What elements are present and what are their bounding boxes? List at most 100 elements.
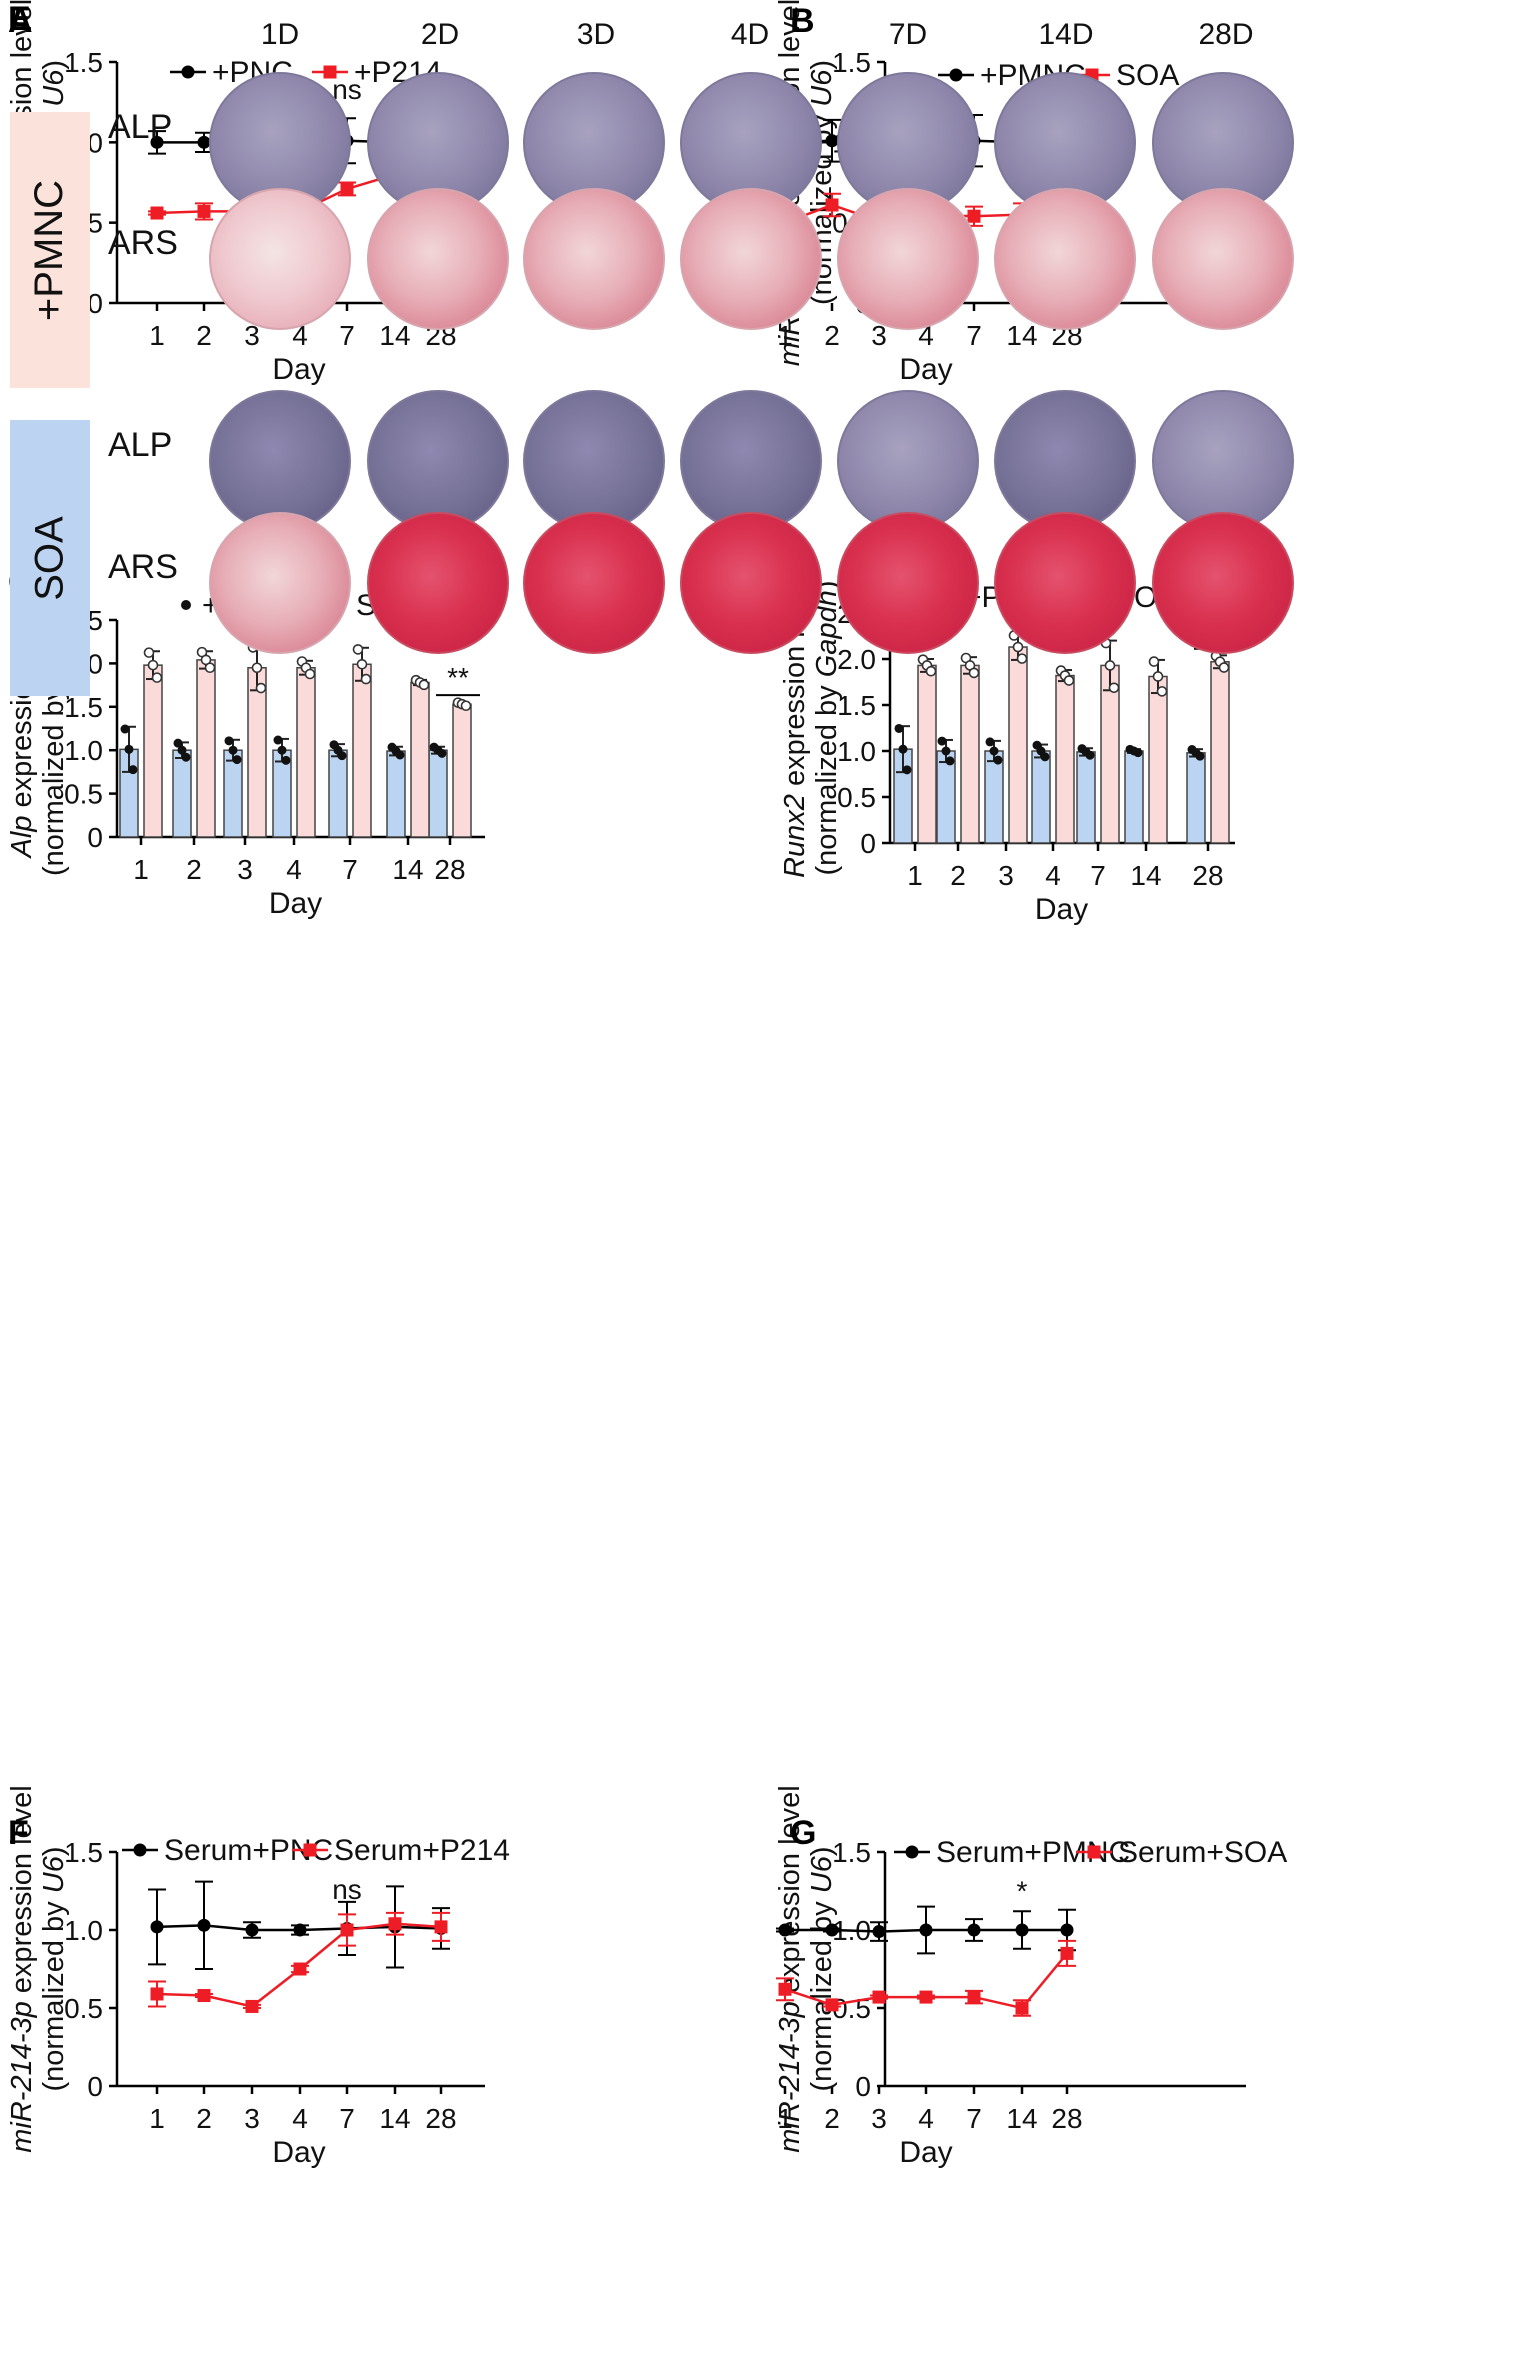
chart-d-replicate-dot xyxy=(1156,686,1168,697)
chart-g-ytick-label: 0 xyxy=(855,2071,871,2102)
chart-c-replicate-dot xyxy=(304,668,316,680)
dish-soa-ars-14d xyxy=(994,512,1136,654)
chart-c-replicate-dot xyxy=(273,735,283,745)
chart-c-legend-marker xyxy=(181,600,191,610)
row-label-soa-alp: ALP xyxy=(108,426,173,464)
chart-a-xlabel: Day xyxy=(272,353,325,386)
chart-c-replicate-dot xyxy=(147,659,159,671)
chart-g-point xyxy=(778,1923,792,1937)
chart-a-ytick-label: 1.5 xyxy=(64,47,103,78)
panel-a-label: A xyxy=(8,2,33,40)
chart-c-replicate-dot xyxy=(128,765,138,775)
chart-c-replicate-dot xyxy=(277,745,287,755)
chart-g-point xyxy=(825,1923,839,1937)
chart-f-ytick-label: 0 xyxy=(87,2071,103,2102)
chart-c-replicate-dot xyxy=(255,682,267,694)
panel-b-label: B xyxy=(790,2,815,40)
chart-c-bar xyxy=(196,659,216,838)
chart-f-xlabel: Day xyxy=(272,2136,325,2169)
chart-c-bar xyxy=(452,703,472,838)
chart-c-replicate-dot xyxy=(437,748,447,758)
chart-b-xtick-label: 1 xyxy=(777,320,793,351)
chart-d-xtick-label: 7 xyxy=(1090,860,1106,891)
dish-pmnc-ars-4d xyxy=(680,188,822,330)
chart-b-xtick-label: 7 xyxy=(966,320,982,351)
chart-g-ylabel-normalized: (normalized by U6) xyxy=(806,1847,838,2092)
dish-soa-alp-3d xyxy=(523,390,665,532)
chart-d-replicate-dot xyxy=(902,765,912,775)
chart-f-significance-label: ns xyxy=(332,1874,362,1905)
chart-d-bar xyxy=(1055,674,1075,844)
chart-f-xtick-label: 7 xyxy=(339,2103,355,2134)
chart-d-bar xyxy=(1031,750,1051,844)
chart-d-bar xyxy=(1008,646,1028,844)
chart-f-xtick-label: 2 xyxy=(196,2103,212,2134)
chart-a-xtick-label: 1 xyxy=(149,320,165,351)
chart-d-replicate-dot xyxy=(1063,675,1075,686)
chart-c-xtick-label: 3 xyxy=(237,854,253,885)
chart-f-point xyxy=(340,1923,354,1937)
chart-f-point xyxy=(293,1962,307,1976)
chart-c-bar xyxy=(247,666,267,838)
chart-d-ytick-label: 1.0 xyxy=(837,736,876,767)
chart-a-ytick-label: 0 xyxy=(87,288,103,319)
chart-d: 00.51.01.52.02.5123471428DayRunx2 expres… xyxy=(779,578,1238,926)
dish-soa-ars-3d xyxy=(523,512,665,654)
chart-g-xtick-label: 4 xyxy=(918,2103,934,2134)
chart-c-replicate-dot xyxy=(281,755,291,765)
chart-d-replicate-dot xyxy=(945,756,955,766)
chart-g-point xyxy=(825,1998,839,2012)
chart-f-xtick-label: 1 xyxy=(149,2103,165,2134)
column-header-28d: 28D xyxy=(1198,18,1254,51)
chart-b-xtick-label: 2 xyxy=(824,320,840,351)
chart-c-ytick-label: 0 xyxy=(87,822,103,853)
chart-g-point xyxy=(872,1925,886,1939)
chart-a-significance-label: ns xyxy=(332,74,362,105)
chart-d-ytick-label: 2.0 xyxy=(837,644,876,675)
column-header-7d: 7D xyxy=(888,18,928,51)
chart-c-replicate-dot xyxy=(228,745,238,755)
chart-g-point xyxy=(778,1982,792,1996)
chart-c-replicate-dot xyxy=(177,745,187,755)
panel-f-label: F xyxy=(8,1814,29,1852)
dish-soa-alp-1d xyxy=(209,390,351,532)
chart-d-bar xyxy=(1124,750,1144,844)
chart-c-ytick-label: 0.5 xyxy=(64,779,103,810)
dish-soa-ars-4d xyxy=(680,512,822,654)
chart-c-bar xyxy=(143,664,163,838)
chart-a-xtick-label: 2 xyxy=(196,320,212,351)
chart-a-legend-marker xyxy=(323,65,337,79)
dish-pmnc-ars-14d xyxy=(994,188,1136,330)
chart-a-xtick-label: 7 xyxy=(339,320,355,351)
panel-f: F 0 0.5 1.0 1.5 1 2 3 4 7 14 28 Day miR-214-3p expre… xyxy=(0,1785,768,2363)
chart-g-point xyxy=(967,1990,981,2004)
chart-g-significance-label: * xyxy=(1017,1875,1028,1906)
chart-a-xtick-label: 14 xyxy=(379,320,410,351)
chart-g-xtick-label: 28 xyxy=(1051,2103,1082,2134)
chart-b-point xyxy=(825,134,839,148)
chart-d-replicate-dot xyxy=(1012,641,1024,653)
dish-soa-alp-2d xyxy=(367,390,509,532)
row-label-pmnc-alp: ALP xyxy=(108,108,173,146)
chart-d-bar xyxy=(1076,751,1096,844)
chart-c-bar xyxy=(328,749,348,838)
chart-c-replicate-dot xyxy=(120,724,130,734)
chart-d-replicate-dot xyxy=(941,746,951,756)
chart-g-point xyxy=(1015,1923,1029,1937)
chart-c-replicate-dot xyxy=(360,673,372,685)
chart-c-significance-label: ** xyxy=(447,662,469,693)
dish-pmnc-ars-7d xyxy=(837,188,979,330)
dish-pmnc-ars-3d xyxy=(523,188,665,330)
chart-c-xtick-label: 4 xyxy=(286,854,302,885)
chart-b-legend-label: SOA xyxy=(1116,59,1179,92)
chart-d-bar xyxy=(917,664,937,844)
chart-f-ytick-label: 0.5 xyxy=(64,1993,103,2024)
column-header-3d: 3D xyxy=(576,18,616,51)
chart-d-replicate-dot xyxy=(894,723,904,733)
chart-b-xtick-label: 14 xyxy=(1006,320,1037,351)
chart-c-bar xyxy=(296,666,316,838)
chart-c-replicate-dot xyxy=(151,672,163,683)
chart-c-xtick-label: 2 xyxy=(186,854,202,885)
chart-c-replicate-dot xyxy=(356,658,368,670)
chart-c-replicate-dot xyxy=(232,755,242,765)
